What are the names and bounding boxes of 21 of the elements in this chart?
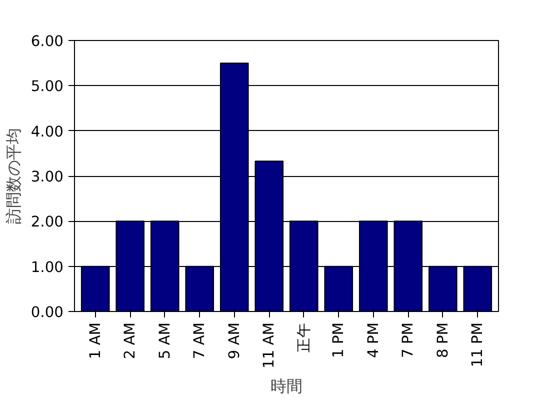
x-tick-label: 7 AM — [191, 322, 208, 360]
y-tick-label: 5.00 — [30, 78, 64, 96]
x-tick-label: 9 AM — [226, 322, 243, 360]
x-tick-label: 8 PM — [434, 322, 452, 358]
y-tick-label: 6.00 — [30, 33, 64, 50]
x-tick-label: 5 AM — [156, 322, 174, 360]
x-tick-label: 2 AM — [122, 322, 139, 360]
x-tick-label: 11 AM — [260, 322, 278, 368]
y-tick-label: 0.00 — [30, 304, 64, 321]
y-tick-label: 2.00 — [30, 214, 64, 231]
x-tick-label: 7 PM — [400, 322, 417, 358]
x-tick-label: 正午 — [295, 322, 312, 352]
x-tick-label: 1 PM — [330, 322, 348, 358]
y-tick-label: 3.00 — [30, 168, 64, 186]
y-tick-label: 4.00 — [30, 123, 64, 140]
x-axis-title: 時間 — [270, 376, 302, 396]
y-axis-title: 訪問数の平均 — [4, 128, 23, 224]
x-tick-label: 4 PM — [364, 322, 382, 358]
y-tick-label: 1.00 — [30, 258, 64, 276]
x-tick-label: 11 PM — [469, 322, 486, 368]
x-tick-label: 1 AM — [86, 322, 104, 360]
